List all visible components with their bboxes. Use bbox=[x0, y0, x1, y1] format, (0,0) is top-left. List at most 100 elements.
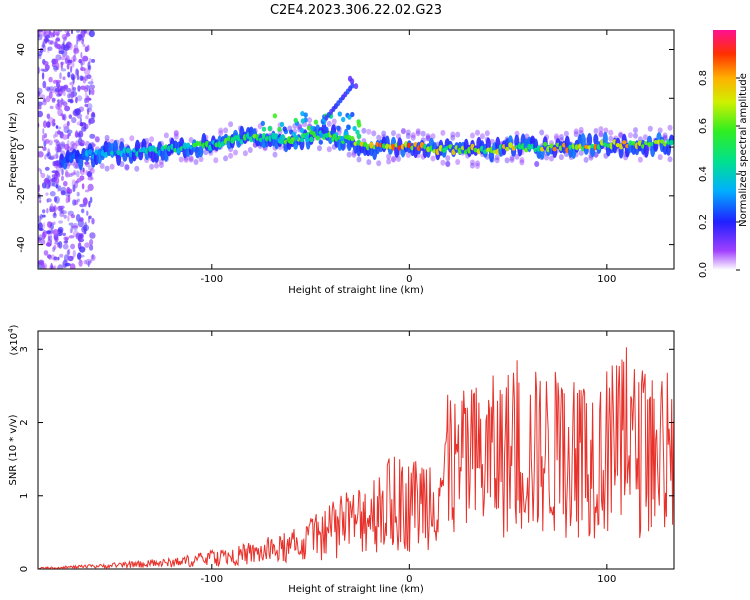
heatmap-cell bbox=[425, 135, 431, 142]
heatmap-cell bbox=[44, 179, 51, 185]
heatmap-cell bbox=[341, 116, 346, 123]
heatmap-cell bbox=[85, 169, 88, 176]
heatmap-cell bbox=[415, 128, 421, 135]
heatmap-cell bbox=[228, 152, 234, 159]
x-tick-label: 0 bbox=[406, 574, 412, 585]
heatmap-cell bbox=[69, 229, 72, 234]
heatmap-cell bbox=[549, 155, 554, 162]
heatmap-cell bbox=[62, 41, 65, 46]
heatmap-cell bbox=[347, 75, 353, 82]
heatmap-cell bbox=[85, 115, 89, 120]
heatmap-cell bbox=[47, 231, 52, 239]
heatmap-cell bbox=[653, 139, 658, 144]
snr-y-label: SNR (10 * v/v) bbox=[8, 414, 19, 485]
heatmap-cell bbox=[299, 127, 305, 134]
heatmap-cell bbox=[82, 167, 85, 173]
y-tick-label: -20 bbox=[16, 188, 27, 204]
heatmap-cell bbox=[72, 76, 75, 84]
heatmap-cell bbox=[445, 161, 451, 168]
heatmap-cell bbox=[475, 163, 480, 169]
heatmap-cell bbox=[85, 258, 92, 266]
heatmap-cell bbox=[83, 259, 88, 265]
heatmap-cell bbox=[86, 170, 92, 177]
snr-x-label: Height of straight line (km) bbox=[288, 584, 424, 595]
heatmap-cell bbox=[544, 154, 550, 161]
heatmap-cell bbox=[47, 175, 51, 182]
heatmap-cell bbox=[47, 46, 53, 52]
heatmap-cell bbox=[89, 259, 93, 264]
heatmap-cell bbox=[56, 102, 63, 110]
heatmap-cell bbox=[64, 30, 71, 34]
heatmap-cell bbox=[44, 138, 50, 144]
heatmap-cell bbox=[53, 122, 56, 126]
heatmap-cell bbox=[87, 260, 90, 267]
heatmap-cell bbox=[318, 139, 323, 145]
heatmap-cell bbox=[618, 132, 624, 139]
heatmap-cell bbox=[293, 117, 298, 123]
heatmap-cell bbox=[445, 155, 451, 162]
heatmap-cell bbox=[61, 43, 66, 51]
heatmap-cell bbox=[63, 180, 68, 187]
heatmap-cell bbox=[450, 131, 456, 138]
heatmap-cell bbox=[647, 125, 653, 132]
heatmap-cell bbox=[84, 103, 89, 108]
heatmap-cell bbox=[608, 135, 614, 142]
heatmap-cell bbox=[75, 170, 80, 178]
heatmap-cell bbox=[279, 139, 285, 145]
heatmap-cell bbox=[76, 177, 82, 183]
heatmap-cell bbox=[57, 205, 63, 211]
heatmap-cell bbox=[46, 207, 49, 214]
heatmap-cell bbox=[79, 75, 84, 81]
heatmap-cell bbox=[233, 149, 238, 156]
heatmap-cell bbox=[45, 86, 51, 91]
heatmap-cell bbox=[72, 54, 76, 62]
heatmap-cell bbox=[55, 62, 60, 71]
heatmap-cell bbox=[279, 121, 285, 127]
heatmap-cell bbox=[38, 30, 41, 38]
heatmap-cell bbox=[44, 36, 48, 44]
colorbar-tick-label: 0.0 bbox=[698, 262, 709, 278]
heatmap-cell bbox=[69, 263, 76, 269]
heatmap-cell bbox=[60, 97, 64, 106]
heatmap-cell bbox=[355, 129, 360, 135]
heatmap-cell bbox=[53, 196, 58, 203]
heatmap-cell bbox=[59, 211, 65, 218]
heatmap-cell bbox=[288, 138, 293, 144]
heatmap-cell bbox=[63, 236, 70, 241]
heatmap-cell bbox=[41, 72, 45, 80]
heatmap-cell bbox=[66, 129, 73, 134]
heatmap-cell bbox=[63, 125, 70, 134]
heatmap-cell bbox=[70, 141, 76, 147]
heatmap-cell bbox=[45, 192, 49, 196]
heatmap-cell bbox=[109, 163, 115, 170]
x-tick-label: 100 bbox=[597, 274, 616, 285]
heatmap-cell bbox=[71, 179, 76, 187]
heatmap-cell bbox=[319, 132, 324, 138]
heatmap-cell bbox=[420, 130, 426, 137]
heatmap-cell bbox=[65, 191, 71, 197]
heatmap-cell bbox=[46, 198, 52, 203]
heatmap-cell bbox=[74, 131, 79, 138]
heatmap-cell bbox=[346, 151, 352, 158]
heatmap-cell bbox=[83, 30, 88, 34]
heatmap-cell bbox=[104, 165, 110, 172]
heatmap-cell bbox=[38, 194, 42, 200]
heatmap-cell bbox=[55, 236, 59, 243]
heatmap-cell bbox=[53, 134, 56, 139]
heatmap-cell bbox=[49, 235, 53, 244]
heatmap-cell bbox=[49, 191, 56, 197]
heatmap-cell bbox=[313, 119, 319, 125]
y-tick-label: 0 bbox=[16, 144, 27, 150]
heatmap-cell bbox=[67, 188, 73, 194]
heatmap-cell bbox=[479, 133, 485, 140]
heatmap-cell bbox=[68, 114, 73, 119]
colorbar: 0.0 0.2 0.4 0.6 0.8 Normalized spectral ampl… bbox=[698, 30, 749, 278]
heatmap-cell bbox=[300, 111, 305, 117]
heatmap-cell bbox=[89, 239, 94, 246]
heatmap-cell bbox=[62, 232, 66, 237]
heatmap-cell bbox=[78, 254, 85, 258]
heatmap-cell bbox=[55, 79, 62, 84]
heatmap-cell bbox=[53, 244, 57, 250]
heatmap-cell bbox=[88, 58, 92, 64]
heatmap-cell bbox=[64, 262, 72, 267]
